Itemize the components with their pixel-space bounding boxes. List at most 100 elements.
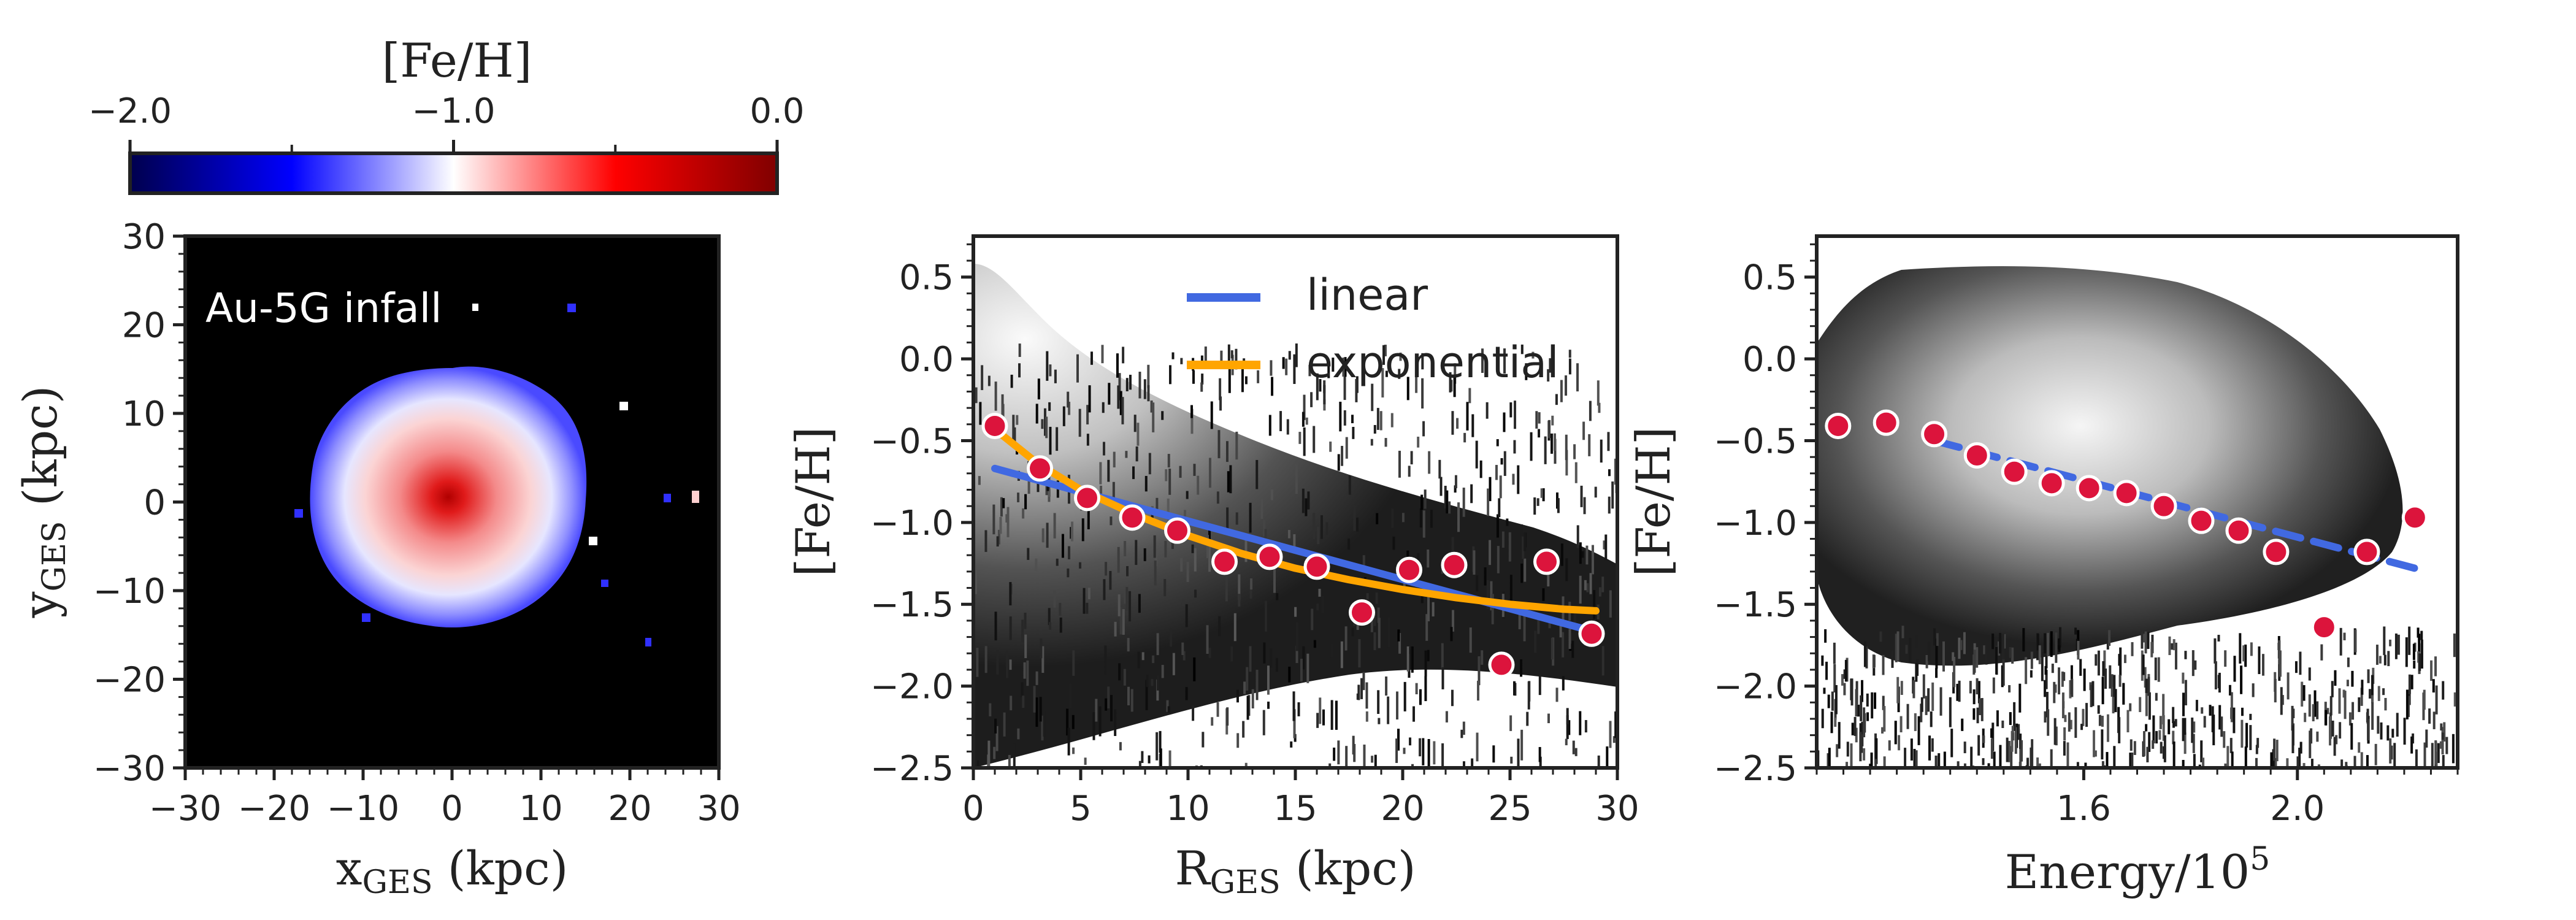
density-streak [1365,711,1368,722]
density-streak [1172,653,1175,675]
density-streak [1492,745,1495,763]
density-streak [1523,615,1526,642]
data-point [2225,517,2252,544]
density-streak [2286,758,2289,768]
density-streak [2058,638,2061,650]
density-streak [2412,643,2415,661]
density-streak [1457,502,1460,532]
density-streak [1313,426,1316,453]
density-streak [1457,767,1460,768]
density-streak [1912,680,1915,699]
density-streak [1186,491,1189,499]
density-streak [2434,656,2437,677]
density-streak [1462,721,1465,735]
density-streak [1086,434,1089,446]
density-streak [2442,754,2445,768]
density-streak [2316,701,2319,719]
density-streak [1319,697,1322,724]
density-streak [1185,604,1188,627]
density-streak [1022,696,1025,708]
density-streak [2122,683,2125,705]
density-streak [2018,683,2022,713]
density-streak [2418,634,2421,652]
density-streak [1509,402,1512,418]
density-streak [1156,633,1159,656]
density-streak [1337,740,1340,765]
density-streak [2044,633,2047,654]
density-streak [2139,697,2142,713]
density-streak [2393,767,2396,768]
density-streak [2231,751,2234,768]
density-streak [2106,640,2109,650]
density-streak [1306,653,1309,683]
density-streak [1341,445,1344,466]
density-streak [1102,442,1105,456]
density-streak [1542,488,1545,502]
density-streak [1123,669,1126,686]
data-point [1396,556,1422,583]
density-streak [1571,640,1574,658]
density-streak [1010,374,1013,388]
density-streak [1512,681,1516,696]
y-tick-label: −2.0 [1714,667,1797,707]
density-streak [2174,642,2177,670]
density-streak [2299,651,2302,675]
density-streak [1476,575,1479,592]
density-streak [1957,761,1960,768]
density-streak [1119,742,1122,751]
legend: linear exponential [1187,270,1559,388]
density-streak [2432,711,2436,729]
density-streak [1604,534,1608,561]
density-streak [2068,712,2071,732]
data-point [2401,504,2428,531]
density-streak [1544,436,1547,464]
density-streak [1329,441,1332,452]
density-streak [1422,738,1425,765]
density-streak [1574,748,1577,756]
density-streak [1117,594,1121,616]
density-streak [2172,721,2175,728]
density-streak [1168,469,1171,495]
density-streak [1995,646,1998,675]
density-streak [1355,378,1358,402]
density-streak [1301,412,1305,427]
density-streak [2008,685,2011,693]
density-streak [1454,363,1457,384]
density-streak [2301,681,2304,707]
density-streak [2308,667,2311,681]
density-streak [2380,722,2383,740]
density-streak [2014,727,2017,754]
middle-points [981,412,1605,678]
density-streak [1048,402,1051,411]
density-streak [2242,645,2245,662]
density-streak [2044,711,2047,723]
density-streak [2255,745,2258,754]
data-point [2001,458,2028,485]
density-streak [1143,379,1146,399]
density-streak [1145,680,1148,710]
density-streak [2361,680,2364,695]
density-streak [2371,702,2374,730]
density-streak [1823,688,1826,694]
density-streak [2212,715,2215,746]
density-streak [2335,735,2338,745]
density-streak [1525,363,1528,380]
density-streak [2147,632,2150,650]
density-streak [2366,712,2369,723]
density-streak [1180,558,1183,572]
density-streak [1126,566,1129,577]
data-point [1441,551,1468,578]
density-streak [2273,738,2276,761]
x-tick-label: 10 [519,789,562,829]
density-streak [1230,350,1233,359]
density-streak [2302,685,2306,701]
density-streak [974,569,977,594]
density-streak [1938,753,1941,768]
density-streak [1609,721,1612,748]
density-streak [1500,458,1503,465]
density-streak [1293,709,1296,738]
density-streak [1846,762,1849,768]
density-streak [1103,579,1106,600]
density-streak [1584,580,1587,591]
density-streak [1300,658,1303,682]
